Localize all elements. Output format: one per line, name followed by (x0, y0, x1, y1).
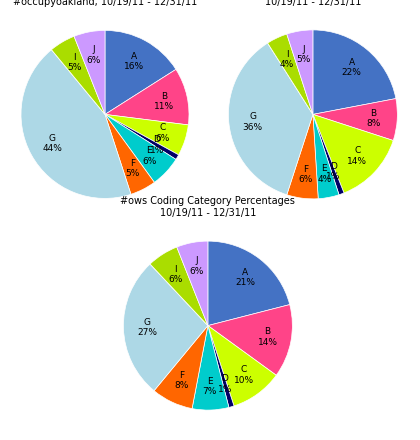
Text: J
5%: J 5% (296, 44, 310, 64)
Text: E
6%: E 6% (142, 146, 156, 165)
Text: C
6%: C 6% (155, 123, 170, 143)
Wedge shape (21, 50, 131, 198)
Text: I
6%: I 6% (168, 264, 183, 284)
Wedge shape (228, 43, 313, 195)
Wedge shape (105, 114, 155, 194)
Text: D
1%: D 1% (326, 162, 341, 181)
Text: C
14%: C 14% (347, 147, 367, 166)
Wedge shape (208, 304, 292, 375)
Wedge shape (268, 34, 313, 114)
Wedge shape (52, 50, 105, 114)
Wedge shape (105, 30, 176, 114)
Title: #occupyseattle Coding Category Percentages
10/19/11 - 12/31/11: #occupyseattle Coding Category Percentag… (201, 0, 420, 7)
Text: B
8%: B 8% (366, 109, 381, 128)
Text: E
7%: E 7% (202, 377, 217, 396)
Wedge shape (150, 264, 208, 326)
Text: A
16%: A 16% (124, 52, 144, 71)
Text: J
6%: J 6% (87, 45, 101, 65)
Wedge shape (123, 264, 208, 391)
Wedge shape (313, 114, 344, 195)
Wedge shape (150, 247, 208, 326)
Wedge shape (177, 241, 208, 326)
Wedge shape (313, 99, 397, 140)
Text: B
14%: B 14% (257, 327, 278, 347)
Wedge shape (105, 114, 188, 155)
Wedge shape (313, 114, 393, 193)
Text: B
11%: B 11% (154, 92, 174, 111)
Wedge shape (208, 326, 276, 406)
Wedge shape (287, 30, 313, 114)
Wedge shape (74, 30, 105, 114)
Text: F
5%: F 5% (125, 158, 139, 178)
Wedge shape (154, 326, 208, 409)
Wedge shape (287, 114, 318, 199)
Text: D
1%: D 1% (150, 136, 164, 155)
Text: E
4%: E 4% (317, 165, 331, 184)
Text: G
44%: G 44% (42, 134, 62, 153)
Wedge shape (105, 114, 178, 159)
Text: D
1%: D 1% (218, 374, 232, 394)
Text: G
36%: G 36% (242, 112, 262, 132)
Text: I
5%: I 5% (67, 53, 81, 72)
Text: J
6%: J 6% (189, 256, 204, 275)
Wedge shape (105, 114, 176, 182)
Wedge shape (105, 70, 189, 125)
Title: #ows Coding Category Percentages
10/19/11 - 12/31/11: #ows Coding Category Percentages 10/19/1… (121, 196, 295, 218)
Title: #occupyoakland, 10/19/11 - 12/31/11: #occupyoakland, 10/19/11 - 12/31/11 (13, 0, 197, 7)
Wedge shape (268, 43, 313, 114)
Wedge shape (52, 36, 105, 114)
Text: I
4%: I 4% (280, 50, 294, 69)
Wedge shape (208, 241, 290, 326)
Wedge shape (313, 30, 396, 114)
Text: A
22%: A 22% (342, 58, 362, 77)
Text: F
6%: F 6% (298, 165, 312, 184)
Text: F
8%: F 8% (175, 371, 189, 390)
Wedge shape (313, 114, 339, 199)
Wedge shape (208, 326, 234, 407)
Text: A
21%: A 21% (235, 268, 255, 287)
Text: G
27%: G 27% (137, 318, 157, 337)
Wedge shape (192, 326, 229, 410)
Text: C
10%: C 10% (234, 365, 254, 385)
